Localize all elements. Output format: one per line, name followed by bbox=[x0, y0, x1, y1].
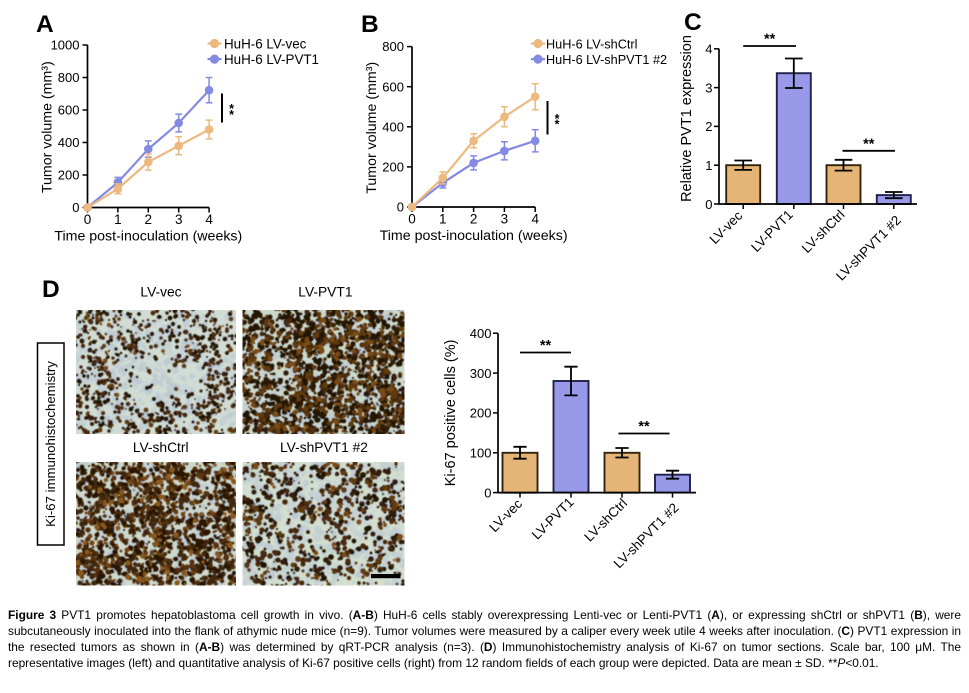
svg-text:800: 800 bbox=[382, 39, 404, 54]
svg-text:A: A bbox=[36, 11, 54, 38]
svg-text:Time post-inoculation (weeks): Time post-inoculation (weeks) bbox=[54, 229, 242, 245]
svg-text:**: ** bbox=[863, 136, 875, 152]
svg-text:3: 3 bbox=[705, 80, 712, 95]
svg-text:LV-vec: LV-vec bbox=[706, 208, 745, 247]
svg-text:LV-PVT1: LV-PVT1 bbox=[298, 285, 352, 300]
svg-text:600: 600 bbox=[382, 79, 404, 94]
svg-text:Time post-inoculation (weeks): Time post-inoculation (weeks) bbox=[380, 228, 568, 244]
svg-text:1: 1 bbox=[705, 158, 712, 173]
svg-text:LV-vec: LV-vec bbox=[140, 285, 181, 300]
svg-text:4: 4 bbox=[705, 42, 712, 57]
svg-text:LV-shPVT1 #2: LV-shPVT1 #2 bbox=[280, 440, 368, 455]
svg-text:4: 4 bbox=[205, 212, 213, 227]
svg-text:Tumor volume (mm³): Tumor volume (mm³) bbox=[40, 61, 56, 193]
svg-text:Relative PVT1 expression: Relative PVT1 expression bbox=[679, 35, 695, 202]
svg-text:LV-shCtrl: LV-shCtrl bbox=[799, 207, 848, 256]
svg-text:2: 2 bbox=[705, 119, 712, 134]
svg-text:2: 2 bbox=[470, 212, 478, 227]
svg-text:4: 4 bbox=[531, 212, 539, 227]
svg-text:HuH-6 LV-PVT1: HuH-6 LV-PVT1 bbox=[224, 52, 319, 67]
svg-text:0: 0 bbox=[408, 212, 416, 227]
svg-text:Ki-67 immunohistochemistry: Ki-67 immunohistochemistry bbox=[43, 361, 58, 527]
svg-text:600: 600 bbox=[58, 103, 80, 118]
svg-text:0: 0 bbox=[84, 212, 92, 227]
svg-text:3: 3 bbox=[501, 212, 509, 227]
svg-text:1: 1 bbox=[114, 212, 122, 227]
svg-text:*: * bbox=[229, 102, 234, 116]
svg-text:HuH-6 LV-shCtrl: HuH-6 LV-shCtrl bbox=[546, 37, 637, 51]
svg-text:200: 200 bbox=[58, 168, 80, 183]
svg-text:B: B bbox=[361, 11, 379, 38]
svg-text:3: 3 bbox=[175, 212, 183, 227]
svg-text:LV-PVT1: LV-PVT1 bbox=[748, 207, 796, 255]
svg-text:2: 2 bbox=[145, 212, 153, 227]
svg-text:*: * bbox=[229, 108, 234, 122]
svg-text:HuH-6 LV-vec: HuH-6 LV-vec bbox=[224, 36, 307, 51]
svg-text:1: 1 bbox=[439, 212, 447, 227]
svg-text:800: 800 bbox=[58, 70, 80, 85]
svg-text:0: 0 bbox=[705, 197, 712, 212]
svg-text:0: 0 bbox=[72, 200, 79, 215]
svg-text:**: ** bbox=[764, 32, 776, 48]
svg-text:*: * bbox=[555, 112, 560, 126]
svg-text:C: C bbox=[684, 9, 702, 36]
svg-text:400: 400 bbox=[58, 135, 80, 150]
svg-text:LV-shCtrl: LV-shCtrl bbox=[133, 440, 189, 455]
svg-text:HuH-6 LV-shPVT1 #2: HuH-6 LV-shPVT1 #2 bbox=[546, 53, 667, 67]
svg-text:200: 200 bbox=[382, 160, 404, 175]
svg-text:Tumor volume (mm³): Tumor volume (mm³) bbox=[364, 62, 380, 194]
svg-text:1000: 1000 bbox=[51, 38, 80, 53]
svg-text:*: * bbox=[555, 118, 560, 132]
svg-text:D: D bbox=[42, 276, 60, 303]
svg-text:400: 400 bbox=[382, 119, 404, 134]
svg-text:LV-shPVT1 #2: LV-shPVT1 #2 bbox=[833, 213, 904, 284]
svg-text:0: 0 bbox=[397, 200, 404, 215]
